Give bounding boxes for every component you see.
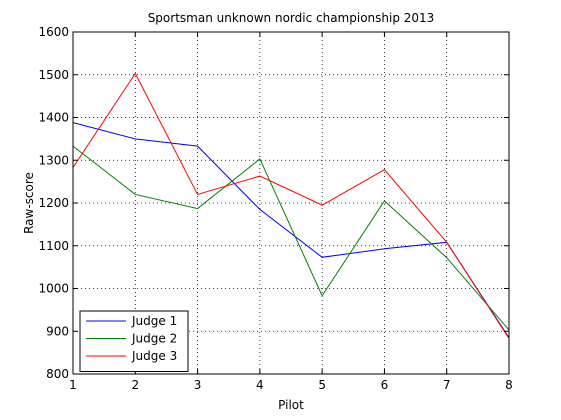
y-tick-label: 1200 [38, 196, 69, 210]
chart-title: Sportsman unknown nordic championship 20… [148, 11, 435, 25]
x-tick-label: 5 [318, 378, 326, 392]
y-tick-label: 900 [46, 324, 69, 338]
x-axis-label: Pilot [278, 398, 304, 412]
x-tick-label: 7 [443, 378, 451, 392]
x-tick-label: 6 [381, 378, 389, 392]
y-tick-label: 1100 [38, 239, 69, 253]
axis-ticks: 1 2 3 4 5 6 7 8 800 900 1000 1100 1200 1300 1400 1500 16… [38, 25, 512, 392]
y-tick-label: 800 [46, 367, 69, 381]
y-tick-label: 1600 [38, 25, 69, 39]
y-tick-label: 1300 [38, 153, 69, 167]
legend-label: Judge 2 [131, 332, 177, 346]
x-tick-label: 8 [505, 378, 513, 392]
y-tick-label: 1000 [38, 282, 69, 296]
series-lines [72, 72, 510, 339]
y-tick-label: 1400 [38, 111, 69, 125]
legend-label: Judge 3 [131, 349, 177, 363]
y-axis-label: Raw-score [22, 172, 36, 234]
series-line-judge-2 [72, 145, 510, 331]
x-tick-label: 4 [256, 378, 264, 392]
y-tick-label: 1500 [38, 68, 69, 82]
x-tick-label: 3 [194, 378, 202, 392]
x-tick-label: 2 [131, 378, 139, 392]
legend: Judge 1 Judge 2 Judge 3 [79, 310, 189, 372]
x-tick-label: 1 [69, 378, 77, 392]
legend-label: Judge 1 [131, 314, 177, 328]
series-line-judge-3 [72, 72, 510, 339]
series-line-judge-1 [72, 122, 510, 338]
